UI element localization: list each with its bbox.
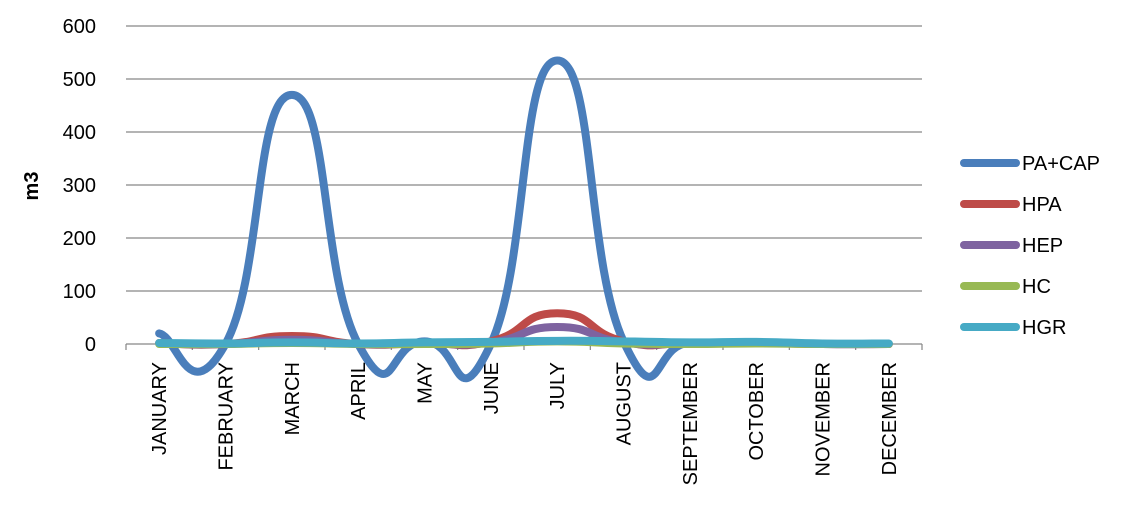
legend-label: PA+CAP xyxy=(1022,153,1100,175)
x-tick-label-october: OCTOBER xyxy=(746,362,768,461)
y-axis-title: m3 xyxy=(21,172,43,201)
x-tick-label-april: APRIL xyxy=(348,362,370,420)
x-tick-label-february: FEBRUARY xyxy=(216,362,238,471)
x-tick-label-june: JUNE xyxy=(481,362,503,414)
x-tick-label-september: SEPTEMBER xyxy=(680,362,702,485)
x-tick-label-january: JANUARY xyxy=(149,362,171,455)
x-tick-label-march: MARCH xyxy=(282,362,304,435)
x-tick-label-may: MAY xyxy=(415,362,437,404)
legend-label: HPA xyxy=(1022,194,1062,216)
legend-label: HC xyxy=(1022,276,1051,298)
y-axis-tick-labels: 0 100 200 300 400 500 600 xyxy=(63,16,96,356)
x-tick-label-august: AUGUST xyxy=(614,362,636,445)
legend-label: HEP xyxy=(1022,235,1063,257)
x-axis-tick-labels: JANUARY FEBRUARY MARCH APRIL MAY JUNE JULY AUGU… xyxy=(125,344,923,485)
legend: PA+CAP HPA HEP HC HGR xyxy=(960,153,1100,339)
y-tick-label: 0 xyxy=(85,334,96,356)
y-tick-label: 200 xyxy=(63,228,96,250)
x-tick-label-november: NOVEMBER xyxy=(813,362,835,476)
y-tick-label: 100 xyxy=(63,281,96,303)
y-tick-label: 400 xyxy=(63,122,96,144)
y-tick-label: 600 xyxy=(63,16,96,38)
y-tick-label: 500 xyxy=(63,69,96,91)
series-line-hgr xyxy=(155,336,893,348)
x-tick-label-december: DECEMBER xyxy=(879,362,901,475)
series-lines xyxy=(155,56,893,383)
y-tick-label: 300 xyxy=(63,175,96,197)
x-tick-label-july: JULY xyxy=(547,362,569,409)
legend-label: HGR xyxy=(1022,317,1066,339)
